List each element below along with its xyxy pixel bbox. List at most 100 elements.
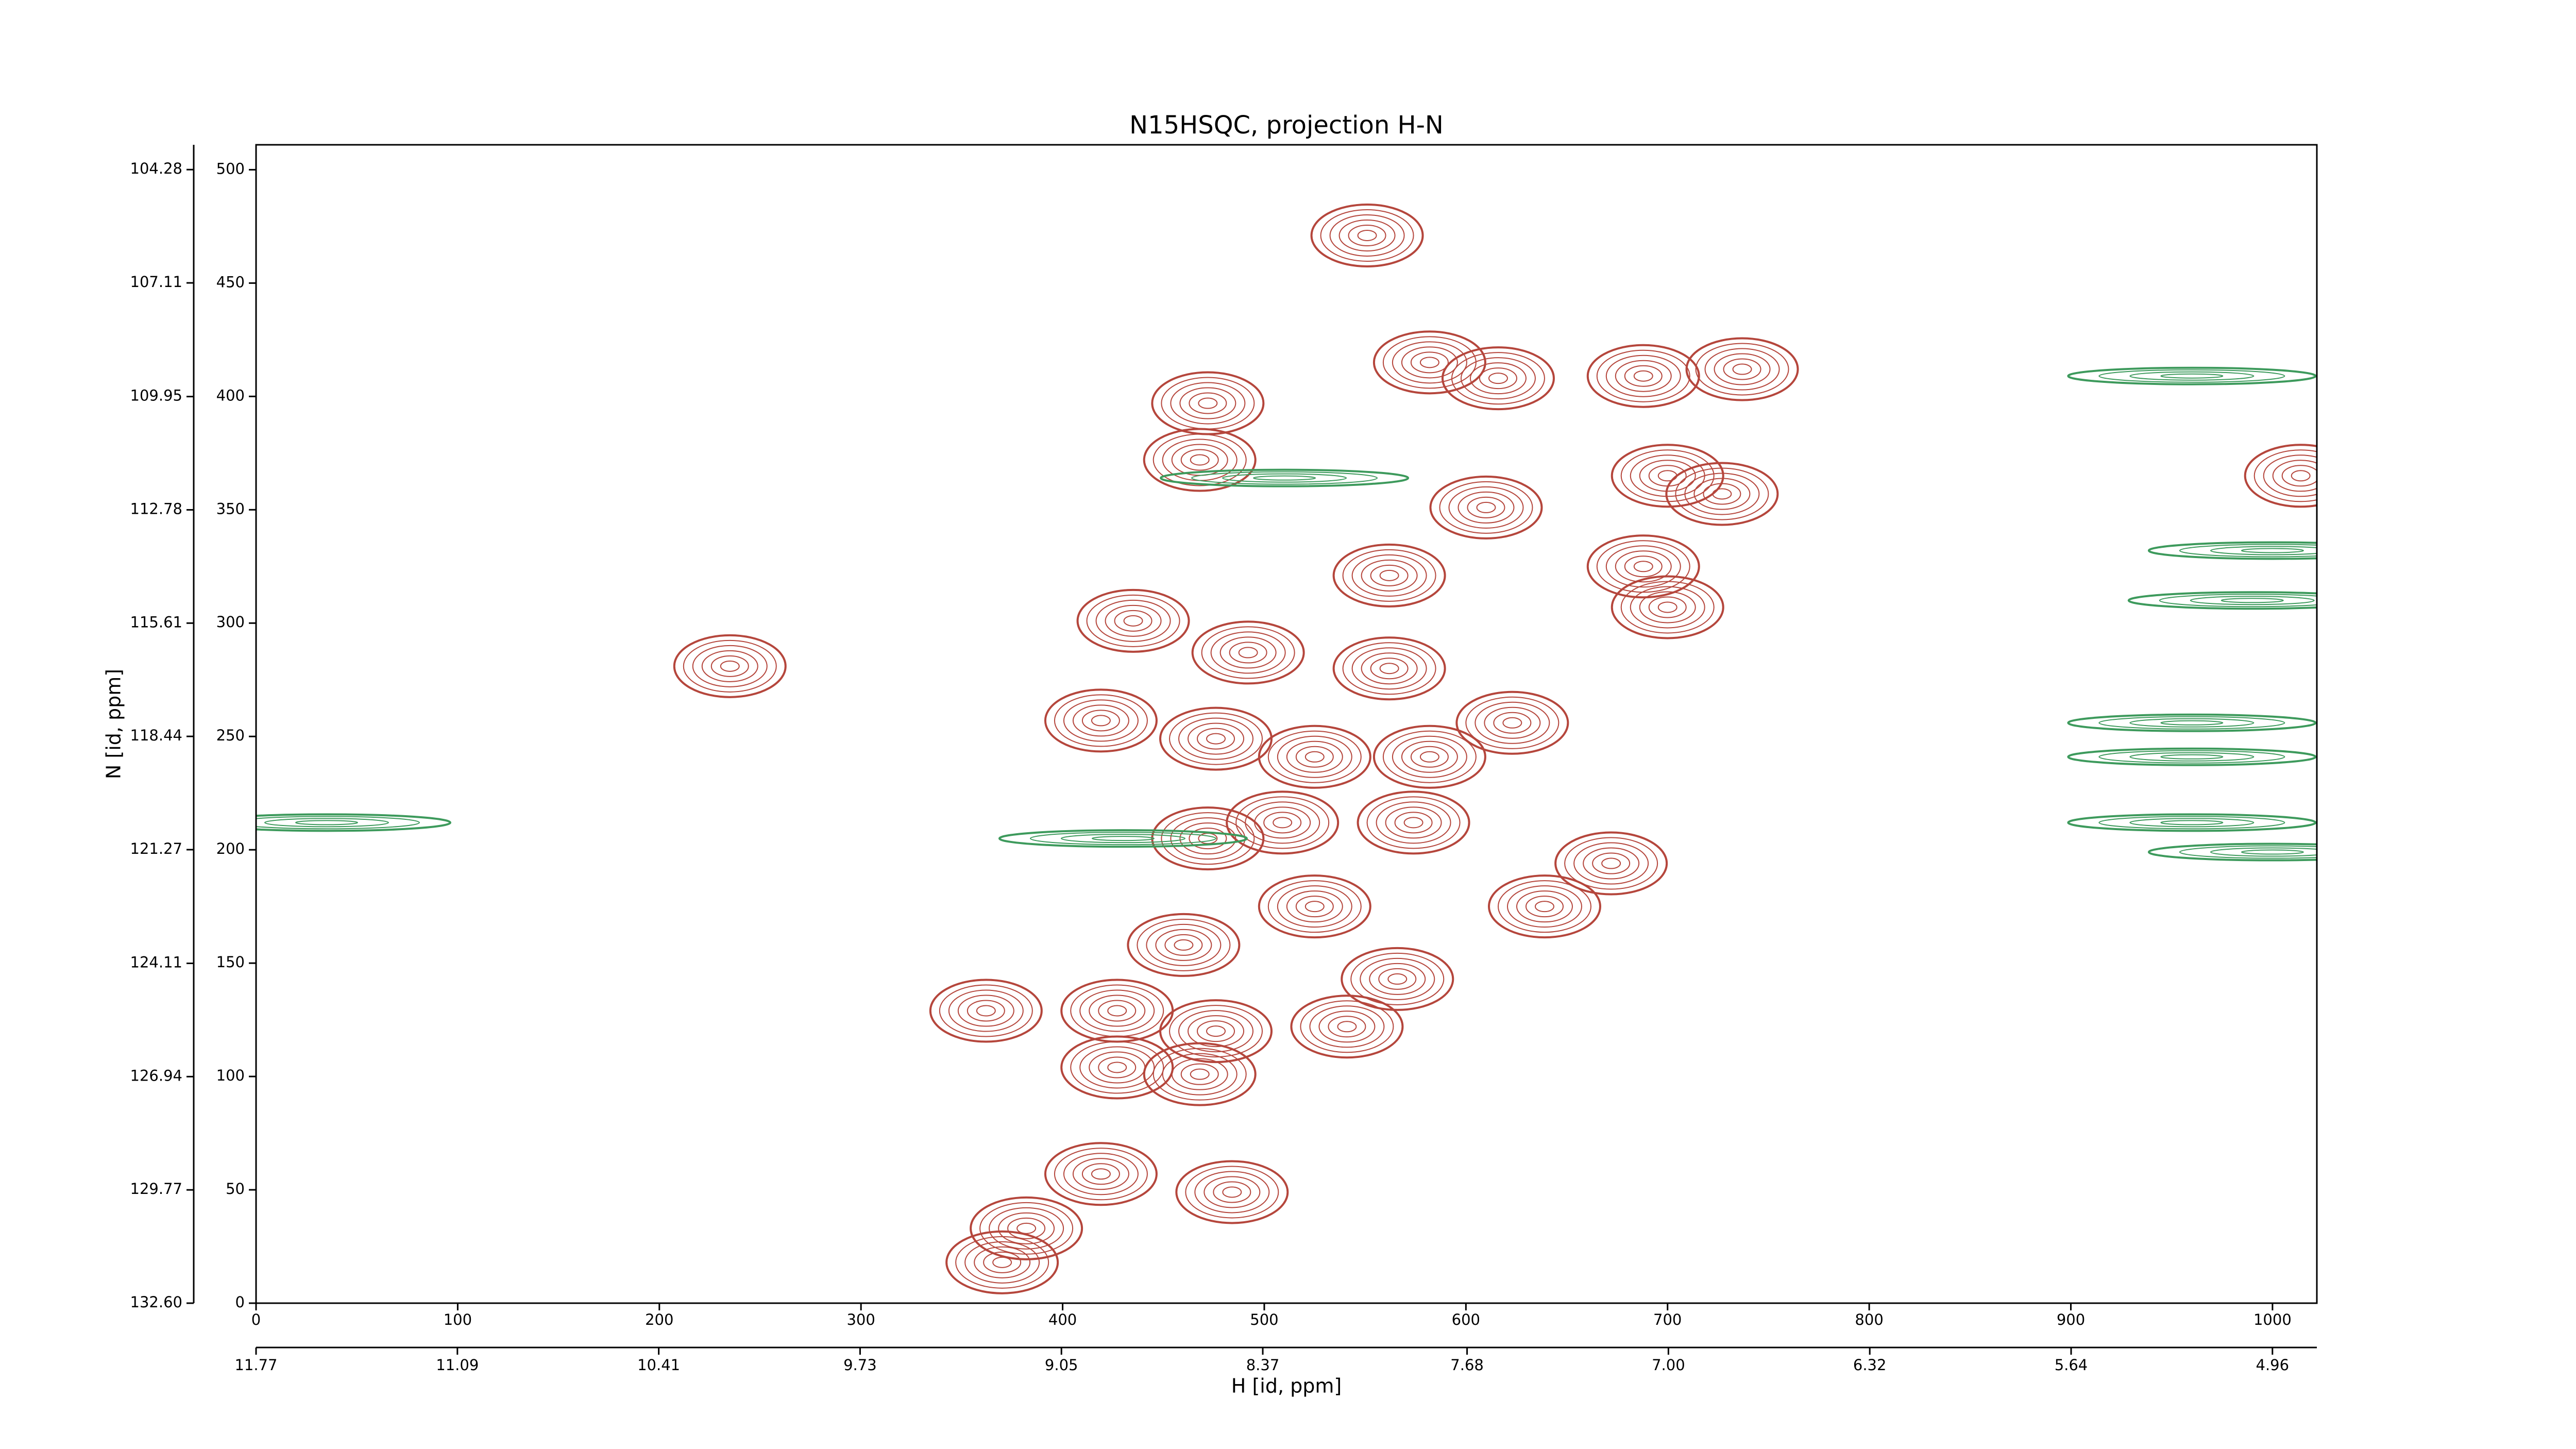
y2-tick-label: 107.11 [130, 273, 182, 291]
positive-peak [1611, 575, 1724, 639]
contour-ring [1245, 801, 1320, 844]
positive-peak [1357, 790, 1470, 855]
positive-peak [1258, 724, 1371, 789]
contour-ring [1189, 828, 1227, 850]
positive-peak [945, 1230, 1059, 1294]
contour-ring [1361, 559, 1418, 592]
chart-title: N15HSQC, projection H-N [1129, 111, 1444, 140]
positive-peak [673, 634, 787, 698]
contour-ring [1153, 1048, 1247, 1101]
y-tick-label: 450 [216, 273, 245, 291]
y-tick-label: 400 [216, 386, 245, 404]
contour-ring [1290, 995, 1404, 1059]
contour-ring [1378, 968, 1417, 990]
contour-ring [1007, 1217, 1046, 1239]
contour-ring [1169, 1005, 1263, 1058]
contour-ring [1238, 647, 1258, 659]
contour-ring [1605, 545, 1681, 588]
contour-ring [2291, 470, 2311, 482]
contour-ring [256, 813, 451, 832]
contour-ring [1153, 433, 1247, 486]
contour-ring [2263, 454, 2317, 497]
contour-ring [1410, 746, 1449, 768]
contour-ring [998, 1212, 1055, 1244]
contour-ring [1441, 346, 1555, 411]
y-axis-label: N [id, ppm] [103, 669, 125, 779]
contour-ring [976, 1005, 996, 1017]
contour-ring [1107, 1005, 1127, 1017]
contour-ring [1484, 706, 1541, 739]
positive-peak [2244, 444, 2317, 508]
negative-peak [2147, 541, 2317, 560]
contour-ring [2160, 373, 2224, 379]
contour-ring [2159, 594, 2317, 608]
contour-ring [1337, 1021, 1357, 1033]
y-tick-label: 150 [216, 953, 245, 971]
contour-ring [1693, 478, 1751, 510]
negative-peak [2067, 366, 2317, 385]
positive-peak [1441, 346, 1555, 411]
contour-ring [1191, 471, 1378, 485]
contour-ring [1554, 831, 1668, 896]
contour-ring [974, 1246, 1031, 1278]
positive-peak [1175, 1160, 1289, 1224]
contour-ring [1070, 1041, 1164, 1094]
contour-ring [1320, 209, 1414, 262]
contour-ring [1098, 1000, 1137, 1022]
positive-peak [1076, 588, 1190, 653]
contour-ring [2098, 716, 2285, 730]
contour-ring [1258, 724, 1371, 789]
contour-ring [1304, 901, 1325, 913]
contour-ring [1596, 349, 1690, 402]
contour-ring [1091, 1168, 1111, 1180]
contour-ring [683, 639, 777, 693]
contour-ring [1341, 947, 1454, 1011]
contour-ring [1460, 357, 1536, 400]
contour-ring [1633, 561, 1653, 572]
contour-ring [2129, 818, 2255, 828]
contour-ring [1410, 351, 1449, 374]
contour-ring [2210, 847, 2317, 857]
contour-ring [1506, 885, 1582, 928]
contour-ring [1338, 219, 1396, 251]
positive-peak [1372, 724, 1486, 789]
contour-ring [1295, 746, 1334, 768]
contour-ring [1295, 896, 1334, 918]
y2-tick-label: 124.11 [130, 954, 182, 971]
contour-ring [1189, 392, 1227, 414]
positive-peak [1487, 874, 1601, 939]
contour-ring [983, 1251, 1022, 1273]
positive-peak [1060, 1035, 1174, 1100]
contour-ring [1605, 355, 1681, 397]
x2-tick-label: 9.05 [1045, 1356, 1078, 1374]
contour-ring [1615, 550, 1672, 583]
contour-ring [1360, 957, 1435, 1000]
negative-peak [998, 829, 1248, 848]
x-tick-label: 1000 [2253, 1311, 2292, 1328]
contour-ring [1665, 462, 1779, 526]
contour-ring [1137, 918, 1231, 971]
contour-ring [1161, 812, 1255, 865]
contour-ring [1403, 817, 1423, 829]
contour-ring [1465, 696, 1560, 749]
contour-ring [1185, 1166, 1279, 1219]
contour-ring [1493, 712, 1532, 734]
contour-ring [945, 1230, 1059, 1294]
contour-ring [1016, 1222, 1037, 1234]
x2-tick-label: 5.64 [2055, 1356, 2088, 1374]
contour-ring [2160, 720, 2224, 726]
contour-ring [1063, 699, 1139, 742]
contour-ring [1348, 224, 1386, 246]
contour-ring [1639, 591, 1696, 624]
contour-ring [1387, 973, 1408, 985]
positive-peak [929, 979, 1043, 1043]
y2-tick-label: 109.95 [130, 387, 182, 405]
x-tick-label: 800 [1855, 1311, 1883, 1328]
contour-ring [1091, 836, 1155, 841]
y2-tick-label: 112.78 [130, 500, 182, 517]
x-tick-label: 300 [846, 1311, 875, 1328]
contour-ring [1273, 817, 1293, 829]
contour-ring [1263, 812, 1302, 834]
contour-ring [2241, 548, 2304, 553]
contour-ring [1467, 496, 1505, 518]
